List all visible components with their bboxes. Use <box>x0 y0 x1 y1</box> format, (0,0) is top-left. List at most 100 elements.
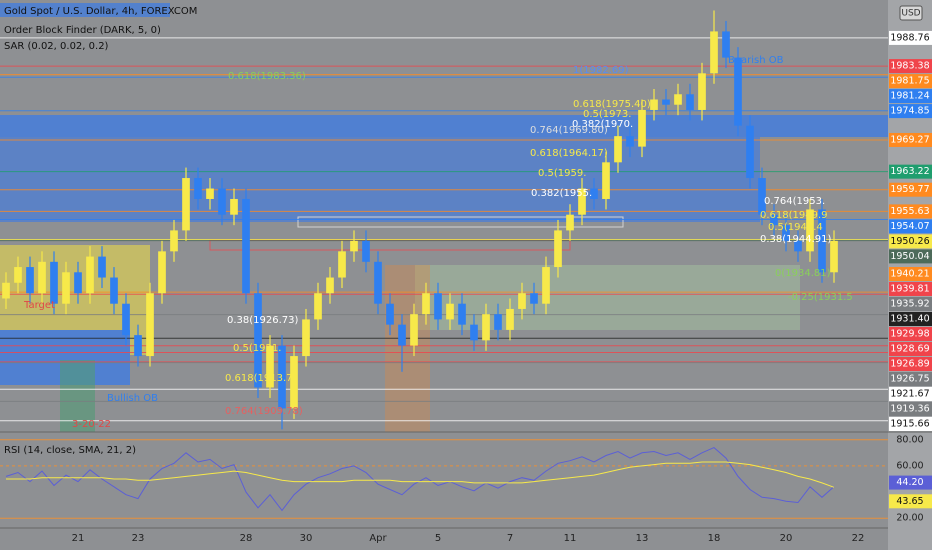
fib-label: 0(1934.81) <box>775 268 831 279</box>
price-label: 1929.98 <box>890 329 929 340</box>
date-label: 3-20-22 <box>72 419 111 430</box>
annotations: 0.618(1983.36) 1(1982.69) 0.618(1975.40)… <box>23 55 853 430</box>
price-label: 1981.24 <box>890 91 929 102</box>
candle-body <box>110 277 118 304</box>
price-badge <box>889 204 932 219</box>
x-tick-label: 21 <box>72 533 85 544</box>
candle-body <box>638 109 646 147</box>
x-tick-label: 18 <box>708 533 721 544</box>
fib-label: -0.25(1931.5 <box>788 292 853 303</box>
x-tick-label: Apr <box>369 533 387 544</box>
candle-body <box>458 303 466 325</box>
price-label: 1954.07 <box>890 221 929 232</box>
candle-body <box>446 303 454 320</box>
price-badge <box>889 89 932 104</box>
fib-label: 0.5(1921. <box>233 343 281 354</box>
x-tick-label: 13 <box>636 533 649 544</box>
candle-body <box>566 214 574 231</box>
price-label: 1940.21 <box>890 269 929 280</box>
candle-body <box>794 240 802 252</box>
candle-body <box>410 314 418 346</box>
rsi-line <box>6 461 835 488</box>
candle-body <box>830 240 838 273</box>
candle-body <box>698 73 706 110</box>
candle-body <box>554 230 562 268</box>
candle-body <box>254 293 262 388</box>
candle-body <box>782 225 790 241</box>
price-badge <box>889 132 932 147</box>
price-label: 1955.63 <box>890 206 929 217</box>
candle-body <box>710 31 718 74</box>
candle-body <box>650 99 658 110</box>
candle-body <box>278 345 286 409</box>
candle-body <box>182 178 190 231</box>
price-label: 1963.22 <box>890 166 929 177</box>
currency-button[interactable] <box>899 5 923 21</box>
price-badge <box>889 282 932 296</box>
candle-body <box>722 31 730 58</box>
fib-label: 0.382(1970. <box>572 119 633 130</box>
price-badge <box>889 357 932 371</box>
currency-label: USD <box>901 9 920 19</box>
candle-body <box>614 136 622 163</box>
price-label: 1926.75 <box>890 374 929 385</box>
price-label: 1928.69 <box>890 344 929 355</box>
price-label: 1988.76 <box>890 32 929 43</box>
candle-body <box>74 272 82 294</box>
candle-body <box>542 267 550 304</box>
price-label: 1919.36 <box>890 404 929 415</box>
candle-body <box>38 261 46 294</box>
zone <box>415 265 800 330</box>
price-label: 1939.81 <box>890 284 929 295</box>
candle-body <box>98 256 106 278</box>
price-label: 1921.67 <box>890 389 929 400</box>
rsi-line <box>5 447 835 512</box>
price-label: 1981.75 <box>890 76 929 87</box>
price-label: 1950.04 <box>890 251 929 262</box>
price-badge <box>889 327 932 341</box>
candle-body <box>770 214 778 226</box>
x-tick-label: 22 <box>852 533 865 544</box>
candle-body <box>326 277 334 294</box>
candle-body <box>674 94 682 105</box>
candle-body <box>602 162 610 199</box>
fib-label: 0.38(1944.91) <box>760 234 832 245</box>
rsi-tick-label: 20.00 <box>896 513 923 524</box>
price-label: 1959.77 <box>890 184 929 195</box>
x-tick-label: 28 <box>240 533 253 544</box>
candle-body <box>494 314 502 330</box>
x-tick-label: 20 <box>780 533 793 544</box>
fib-label: 0.5(1947.4 <box>768 222 823 233</box>
candle-body <box>482 314 490 341</box>
fib-label: 0.618(1964.17) <box>530 148 608 159</box>
ob-label: Bullish OB <box>107 393 158 404</box>
fib-label: 0.618(1975.40) <box>573 99 651 110</box>
x-tick-label: 7 <box>507 533 513 544</box>
candle-body <box>206 188 214 199</box>
candle-body <box>686 94 694 110</box>
price-badge <box>889 30 932 45</box>
candle-body <box>578 188 586 215</box>
candle-body <box>218 188 226 215</box>
price-badge <box>889 387 932 401</box>
fib-label: 0.764(1969.80) <box>530 125 608 136</box>
candle-body <box>506 308 514 330</box>
fib-label: 0.764(1953. <box>764 196 825 207</box>
candle-body <box>290 356 298 409</box>
price-label: 1931.40 <box>890 314 929 325</box>
price-label: 1983.38 <box>890 61 929 72</box>
price-label: 1969.27 <box>890 134 929 145</box>
price-badge <box>889 417 932 431</box>
indicator-label: Order Block Finder (DARK, 5, 0) <box>4 25 161 36</box>
rsi-title: RSI (14, close, SMA, 21, 2) <box>4 445 136 456</box>
rsi-badge-label: 43.65 <box>896 496 923 507</box>
candle-body <box>818 209 826 273</box>
price-badge <box>889 182 932 197</box>
candle-body <box>662 99 670 105</box>
candle-body <box>14 267 22 283</box>
candle-body <box>86 256 94 294</box>
price-badge <box>889 59 932 74</box>
candle-body <box>230 198 238 215</box>
